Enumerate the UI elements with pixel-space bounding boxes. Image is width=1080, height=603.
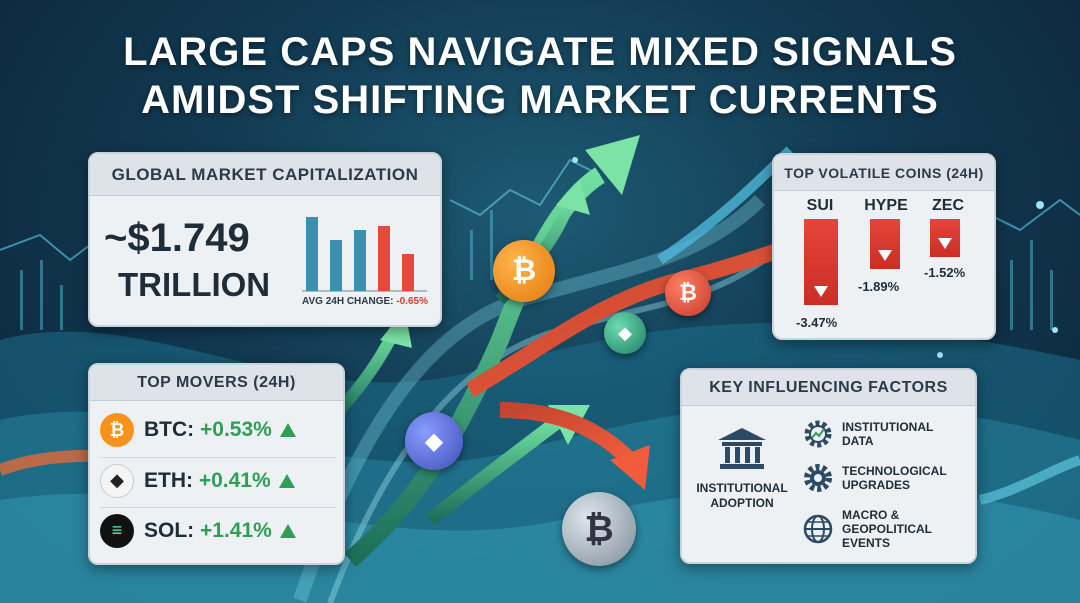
mcap-bar-4 xyxy=(378,226,390,291)
mcap-bar-3 xyxy=(354,230,366,291)
ethereum-icon: ◆ xyxy=(100,463,134,498)
factor-label: MACRO & xyxy=(842,508,900,522)
solana-icon: ≡ xyxy=(100,513,134,548)
factor-label: EVENTS xyxy=(842,536,891,550)
key-factors-panel: KEY INFLUENCING FACTORS INSTITUTIONAL AD… xyxy=(680,368,977,564)
volatile-bar-sui xyxy=(804,219,838,305)
ethereum-blue-coin-icon: ◆ xyxy=(405,412,463,470)
bank-building-icon xyxy=(718,428,766,469)
volatile-col-zec: ZEC xyxy=(922,197,974,215)
mover-change: +0.53% xyxy=(200,418,272,441)
volatile-change: -1.52% xyxy=(924,265,966,280)
volatile-symbol: SUI xyxy=(806,197,834,214)
factor-label: UPGRADES xyxy=(842,478,911,492)
bitcoin-coin-icon: ₿ xyxy=(493,240,555,302)
up-arrow-icon xyxy=(279,523,296,538)
factor-label: TECHNOLOGICAL xyxy=(842,464,947,478)
mover-row-eth: ◆ ETH: +0.41% xyxy=(100,457,336,503)
mcap-bar-5 xyxy=(402,254,414,291)
down-arrow-icon xyxy=(938,238,952,249)
top-volatile-panel: TOP VOLATILE COINS (24H) SUI -3.47% HYPE… xyxy=(772,153,996,340)
volatile-bar-zec xyxy=(930,219,960,257)
bitcoin-silver-coin-icon: ₿ xyxy=(562,492,636,566)
globe-icon xyxy=(802,513,834,545)
market-cap-panel: GLOBAL MARKET CAPITALIZATION ~$1.749 TRI… xyxy=(88,152,442,327)
factor-institutional-data: INSTITUTIONAL DATA xyxy=(802,418,972,450)
factor-technological-upgrades: TECHNOLOGICAL UPGRADES xyxy=(802,462,972,494)
mover-row-sol: ≡ SOL: +1.41% xyxy=(100,507,336,553)
avg-change-row: AVG 24H CHANGE: -0.65% xyxy=(302,296,428,307)
mover-label: BTC: xyxy=(144,418,195,441)
market-cap-value: ~$1.749 xyxy=(104,216,250,260)
gear-icon xyxy=(802,462,834,494)
top-movers-title: TOP MOVERS (24H) xyxy=(90,365,343,401)
mcap-bar-2 xyxy=(330,240,342,291)
mover-label: ETH: xyxy=(144,468,193,492)
factor-label: INSTITUTIONAL xyxy=(842,420,934,434)
top-volatile-title: TOP VOLATILE COINS (24H) xyxy=(774,155,994,191)
headline-line-1: LARGE CAPS NAVIGATE MIXED SIGNALS xyxy=(123,30,957,74)
volatile-col-sui: SUI xyxy=(792,197,848,215)
up-arrow-icon xyxy=(279,423,296,437)
market-cap-bar-graphic xyxy=(302,217,427,292)
headline: LARGE CAPS NAVIGATE MIXED SIGNALS AMIDST… xyxy=(0,28,1080,124)
volatile-symbol: HYPE xyxy=(864,197,908,214)
down-arrow-icon xyxy=(814,286,828,297)
factor-label: GEOPOLITICAL xyxy=(842,522,932,536)
down-arrow-icon xyxy=(878,250,892,261)
up-arrow-icon xyxy=(278,473,295,488)
factor-institutional-adoption: INSTITUTIONAL ADOPTION xyxy=(690,426,794,511)
key-factors-title: KEY INFLUENCING FACTORS xyxy=(682,370,975,406)
market-cap-title: GLOBAL MARKET CAPITALIZATION xyxy=(90,154,440,196)
avg-change-label: AVG 24H CHANGE: xyxy=(302,296,394,307)
ethereum-green-coin-icon: ◆ xyxy=(604,312,646,354)
avg-change-value: -0.65% xyxy=(396,296,428,307)
factor-label: ADOPTION xyxy=(710,496,774,510)
factor-label: DATA xyxy=(842,434,874,448)
mover-label: SOL: xyxy=(144,518,195,542)
headline-line-2: AMIDST SHIFTING MARKET CURRENTS xyxy=(141,78,939,122)
top-movers-panel: TOP MOVERS (24H) ₿ BTC: +0.53% ◆ ETH: +0… xyxy=(88,363,345,565)
mover-change: +0.41% xyxy=(198,468,271,492)
factor-macro-geopolitical: MACRO & GEOPOLITICAL EVENTS xyxy=(802,508,972,550)
market-cap-unit: TRILLION xyxy=(118,266,271,303)
gear-chart-icon xyxy=(802,418,834,450)
volatile-bar-hype xyxy=(870,219,900,269)
volatile-change: -1.89% xyxy=(858,279,900,294)
volatile-change: -3.47% xyxy=(796,315,838,330)
factor-label: INSTITUTIONAL xyxy=(696,481,788,495)
volatile-symbol: ZEC xyxy=(932,197,964,214)
mcap-bar-1 xyxy=(306,217,318,291)
bitcoin-red-coin-icon: ₿ xyxy=(665,270,711,316)
mover-row-btc: ₿ BTC: +0.53% xyxy=(100,407,336,453)
bitcoin-icon: ₿ xyxy=(100,413,134,447)
volatile-col-hype: HYPE xyxy=(856,197,916,215)
mover-change: +1.41% xyxy=(200,518,272,542)
